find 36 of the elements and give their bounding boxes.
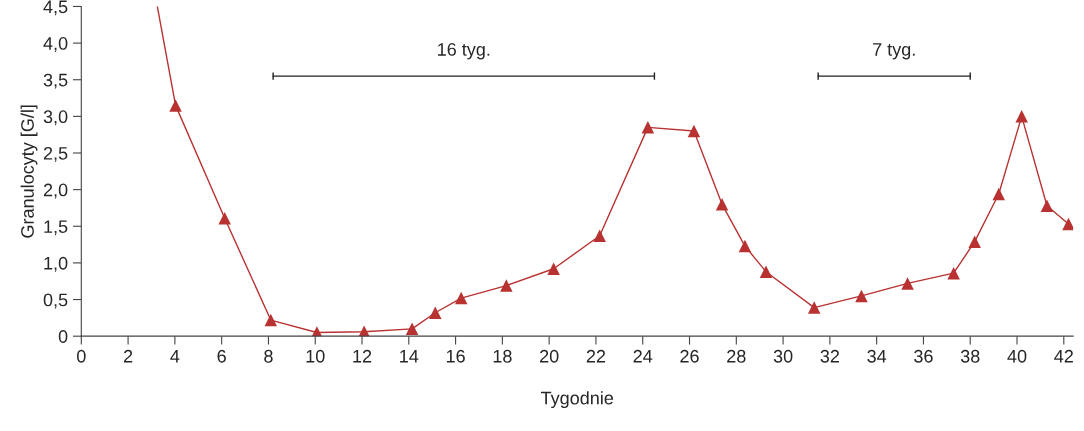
- x-tick-label: 36: [914, 349, 933, 363]
- x-tick-label: 10: [306, 349, 325, 363]
- x-tick-label: 16: [446, 349, 465, 363]
- y-tick-label: 0: [58, 330, 68, 343]
- x-tick-label: 38: [960, 349, 980, 363]
- x-tick-label: 42: [1054, 349, 1073, 363]
- x-tick-label: 2: [123, 349, 133, 363]
- y-axis-title: Granulocyty [G/l]: [20, 105, 38, 238]
- x-tick-label: 20: [540, 349, 559, 363]
- x-tick-label: 22: [586, 349, 606, 363]
- y-tick-label: 2,0: [43, 183, 68, 199]
- y-tick-label: 3,0: [43, 110, 68, 126]
- annotation: 16 tyg.: [438, 43, 490, 60]
- y-tick-label: 1,0: [44, 256, 68, 272]
- x-tick-label: 34: [867, 349, 887, 363]
- x-tick-label: 32: [820, 349, 840, 363]
- y-tick-label: 1,5: [44, 220, 68, 236]
- y-tick-label: 2,5: [43, 146, 68, 162]
- annotation: 7 tyg.: [873, 43, 915, 60]
- x-tick-label: 8: [264, 349, 273, 363]
- x-tick-label: 12: [353, 349, 372, 363]
- x-tick-label: 30: [773, 349, 793, 363]
- x-tick-label: 26: [680, 349, 699, 363]
- y-tick-label: 4,5: [43, 0, 68, 16]
- x-tick-label: 24: [633, 349, 653, 363]
- y-tick-label: 0,5: [43, 293, 68, 309]
- x-tick-label: 6: [217, 349, 226, 363]
- x-tick-label: 0: [76, 349, 86, 363]
- y-tick-label: 4,0: [43, 37, 68, 52]
- x-axis-title: Tygodnie: [541, 391, 614, 409]
- x-tick-label: 14: [400, 350, 419, 363]
- x-tick-label: 40: [1007, 349, 1027, 363]
- y-tick-label: 3,5: [43, 73, 68, 89]
- x-tick-label: 18: [493, 349, 512, 363]
- x-tick-label: 28: [727, 349, 746, 363]
- x-tick-label: 4: [170, 350, 180, 363]
